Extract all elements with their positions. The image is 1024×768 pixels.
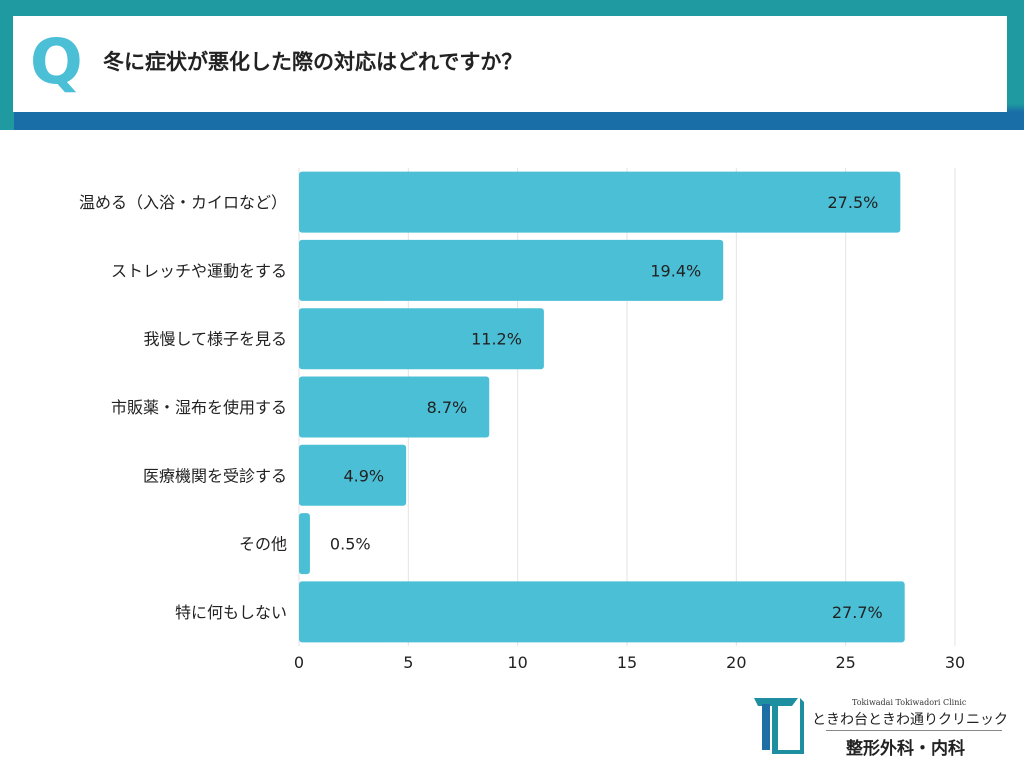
bar xyxy=(299,444,407,506)
logo-divider xyxy=(826,730,1002,731)
bar xyxy=(299,513,310,575)
header-accent xyxy=(0,0,14,130)
bar xyxy=(299,376,490,438)
x-tick-label: 30 xyxy=(945,653,965,672)
x-tick-label: 10 xyxy=(507,653,527,672)
bar xyxy=(299,171,901,233)
logo-department: 整形外科・内科 xyxy=(846,739,965,759)
category-label: 我慢して様子を見る xyxy=(143,330,287,349)
header-banner: Q 冬に症状が悪化した際の対応はどれですか？ xyxy=(0,0,1024,130)
data-label: 27.5% xyxy=(828,193,879,212)
data-label: 11.2% xyxy=(471,330,522,349)
data-label: 0.5% xyxy=(330,535,371,554)
x-tick-label: 5 xyxy=(403,653,413,672)
clinic-logo-mark-icon xyxy=(754,698,804,754)
category-label: ストレッチや運動をする xyxy=(111,261,287,280)
category-label: その他 xyxy=(239,535,287,554)
logo-subtitle: Tokiwadai Tokiwadori Clinic xyxy=(852,698,967,707)
category-label: 特に何もしない xyxy=(175,603,287,622)
x-tick-label: 20 xyxy=(726,653,746,672)
data-label: 27.7% xyxy=(832,603,883,622)
x-tick-label: 0 xyxy=(294,653,304,672)
category-label: 市販薬・湿布を使用する xyxy=(111,398,287,417)
data-label: 19.4% xyxy=(650,261,701,280)
q-mark: Q xyxy=(30,25,83,98)
bar xyxy=(299,308,544,370)
question-title: 冬に症状が悪化した際の対応はどれですか？ xyxy=(103,50,523,74)
data-label: 8.7% xyxy=(427,398,468,417)
logo-name: ときわ台ときわ通りクリニック xyxy=(812,712,1008,728)
bar xyxy=(299,581,905,643)
x-tick-label: 15 xyxy=(617,653,637,672)
header-box xyxy=(13,16,1007,112)
bar xyxy=(299,239,724,301)
clinic-logo: Tokiwadai Tokiwadori Clinic ときわ台ときわ通りクリニ… xyxy=(748,694,1014,759)
category-label: 医療機関を受診する xyxy=(143,466,287,485)
x-tick-label: 25 xyxy=(835,653,855,672)
data-label: 4.9% xyxy=(343,466,384,485)
category-label: 温める（入浴・カイロなど） xyxy=(79,193,287,212)
